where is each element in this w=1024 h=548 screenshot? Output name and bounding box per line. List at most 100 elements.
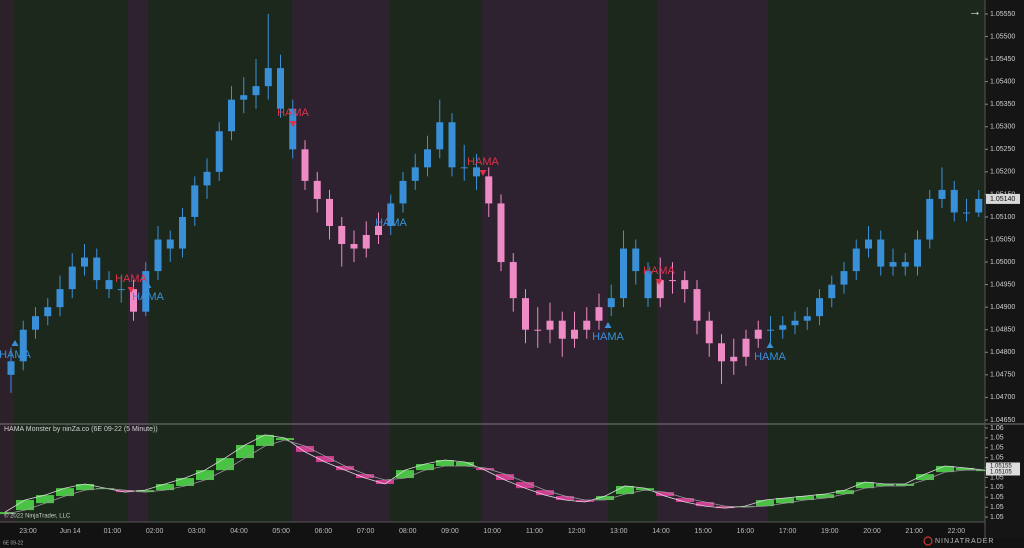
ribbon-bar	[56, 488, 74, 497]
session-bands	[0, 0, 985, 522]
ribbon-bar	[196, 470, 214, 481]
y-tick-label: 1.05450	[990, 56, 1015, 63]
candle-body	[779, 325, 787, 330]
candle-body	[485, 176, 493, 204]
ribbon-bar	[436, 460, 454, 466]
ribbon-bar	[416, 463, 434, 471]
y-tick-label: 1.05300	[990, 124, 1015, 131]
ribbon-bar	[776, 498, 794, 504]
signal-label: HAMA	[132, 291, 164, 303]
candle-body	[93, 257, 101, 281]
candle-body	[32, 316, 39, 330]
ribbon-bar	[596, 496, 614, 501]
ribbon-bar	[256, 434, 274, 446]
y-tick-label: 1.05550	[990, 11, 1015, 18]
ribbon-bar	[36, 495, 54, 504]
scroll-arrow[interactable]: →	[969, 3, 982, 18]
candle-body	[154, 239, 162, 272]
ribbon-bar	[816, 494, 834, 499]
candle-body	[68, 266, 76, 290]
candle-body	[424, 149, 431, 168]
x-tick-label: 08:00	[399, 528, 417, 535]
ribbon-bar	[796, 496, 814, 501]
candle-body	[620, 248, 627, 299]
ribbon-bar	[696, 502, 714, 507]
candle-body	[313, 180, 321, 199]
candle-body	[742, 338, 750, 357]
candle-body	[975, 198, 983, 213]
candle-body	[289, 108, 297, 150]
y-tick-label: 1.05	[990, 484, 1004, 491]
candle-body	[362, 235, 370, 249]
ribbon-bar	[356, 474, 374, 479]
y-tick-label: 1.06	[990, 425, 1004, 432]
signal-arrow	[604, 322, 612, 328]
ribbon-bar	[296, 445, 314, 452]
candle-body	[828, 284, 836, 299]
ribbon-bar	[496, 474, 514, 481]
candle-body	[179, 216, 186, 249]
candle-body	[938, 189, 946, 199]
y-tick-label: 1.04850	[990, 327, 1015, 334]
candle-body	[705, 320, 713, 344]
ribbon-bar	[76, 483, 94, 491]
candle-body	[228, 99, 235, 132]
logo-icon	[923, 536, 933, 546]
session-band	[128, 0, 148, 522]
y-tick-label: 1.05	[990, 514, 1004, 521]
ribbon-bar	[936, 465, 954, 473]
candle-body	[56, 289, 64, 308]
candle-body	[963, 212, 970, 214]
signal-label: HAMA	[0, 349, 32, 361]
candle-body	[865, 239, 872, 249]
x-tick-label: 22:00	[948, 528, 966, 535]
candle-body	[264, 68, 272, 87]
x-tick-label: 02:00	[146, 528, 164, 535]
y-tick-label: 1.04950	[990, 281, 1015, 288]
candle-body	[350, 244, 358, 249]
signal-label: HAMA	[115, 273, 147, 285]
ribbon-bar	[616, 485, 634, 495]
y-tick-label: 1.05	[990, 474, 1004, 481]
ribbon-bar	[116, 490, 134, 493]
y-tick-label: 1.05	[990, 435, 1004, 442]
candle-body	[889, 262, 897, 267]
ribbon-bar	[216, 458, 234, 471]
ribbon-bar	[896, 483, 914, 486]
candle-body	[852, 248, 860, 272]
candle-body	[656, 280, 664, 299]
y-tick-label: 1.05500	[990, 33, 1015, 40]
x-tick-label: 04:00	[230, 528, 248, 535]
plot: 1.04650 1.04700 1.04750 1.04800 1.04850 1.049…	[0, 11, 1020, 535]
y-tick-label: 1.04700	[990, 394, 1015, 401]
x-tick-label: 23:00	[19, 528, 37, 535]
signal-label: HAMA	[643, 265, 675, 277]
session-band	[292, 0, 390, 522]
y-tick-label: 1.04650	[990, 417, 1015, 424]
y-tick-label: 1.05250	[990, 146, 1015, 153]
x-tick-label: 11:00	[526, 528, 543, 535]
candle-body	[693, 289, 701, 321]
candle-body	[191, 185, 199, 217]
candle-body	[681, 280, 689, 290]
signal-label: HAMA	[592, 331, 624, 343]
last-value-box	[986, 468, 1020, 476]
signal-arrow	[655, 279, 663, 285]
ribbon-bar	[136, 490, 154, 493]
indicator-title: HAMA Monster by ninZa.co (6E 09-22 (5 Mi…	[4, 426, 158, 433]
ribbon-bar	[176, 478, 194, 486]
ribbon-bar	[656, 492, 674, 497]
candle-body	[240, 95, 248, 100]
last-value-box	[986, 462, 1020, 470]
x-tick-label: 13:00	[610, 528, 628, 535]
session-band	[390, 0, 482, 522]
candle-body	[877, 239, 885, 267]
candle-body	[644, 271, 652, 299]
y-tick-label: 1.05	[990, 504, 1004, 511]
y-tick-label: 1.04800	[990, 349, 1015, 356]
ribbon-bar	[476, 467, 494, 471]
last-value-label: 1.05155	[990, 464, 1012, 470]
candle-body	[44, 307, 52, 317]
candle-body	[767, 329, 774, 331]
x-tick-label: 12:00	[568, 528, 586, 535]
